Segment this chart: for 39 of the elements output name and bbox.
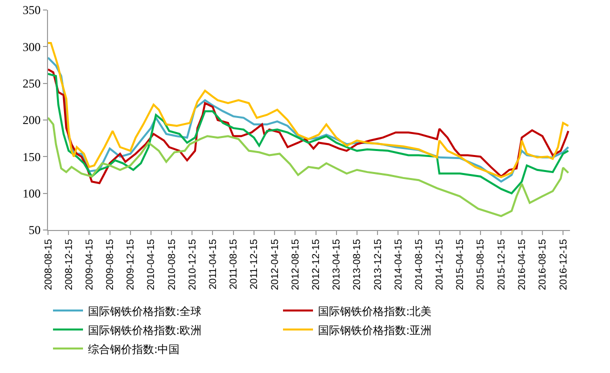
x-tick-label: 2012-08-15 xyxy=(290,238,302,290)
x-tick-label: 2016-12-15 xyxy=(558,238,570,290)
legend-label: 国际钢铁价格指数:欧洲 xyxy=(88,324,202,337)
x-tick-label: 2015-12-15 xyxy=(496,238,508,290)
x-tick-label: 2010-04-15 xyxy=(146,238,158,290)
x-tick-label: 2013-04-15 xyxy=(332,238,343,290)
y-tick-label: 100 xyxy=(22,186,41,201)
x-tick-label: 2008-12-15 xyxy=(64,238,75,290)
y-tick-label: 200 xyxy=(22,113,41,128)
x-tick-label: 2016-08-15 xyxy=(538,238,549,290)
x-tick-label: 2011-12-15 xyxy=(249,238,260,290)
y-tick-label: 300 xyxy=(22,40,41,54)
x-tick-label: 2011-04-15 xyxy=(208,238,219,290)
y-tick-label: 150 xyxy=(22,150,41,164)
line-series xyxy=(48,116,570,218)
legend-label: 综合钢价指数:中国 xyxy=(88,342,180,356)
x-tick-label: 2014-08-15 xyxy=(414,238,425,290)
x-tick-label: 2008-08-15 xyxy=(43,238,54,290)
x-tick-label: 2010-08-15 xyxy=(166,238,178,290)
x-tick-label: 2012-04-15 xyxy=(270,238,281,290)
y-tick-label: 50 xyxy=(28,223,41,238)
x-tick-label: 2014-04-15 xyxy=(393,238,404,290)
x-tick-label: 2012-12-15 xyxy=(311,238,322,290)
x-tick-label: 2010-12-15 xyxy=(187,238,198,290)
x-tick-label: 2009-08-15 xyxy=(105,238,116,290)
x-tick-label: 2014-12-15 xyxy=(434,238,446,290)
legend-label: 国际钢铁价格指数:北美 xyxy=(318,304,432,318)
x-tick-label: 2015-08-15 xyxy=(476,238,487,290)
y-tick-label: 350 xyxy=(22,3,41,18)
x-tick-label: 2009-04-15 xyxy=(84,238,96,290)
y-tick-label: 250 xyxy=(22,76,41,91)
x-tick-label: 2013-12-15 xyxy=(372,238,384,290)
legend-label: 国际钢铁价格指数:全球 xyxy=(88,304,202,318)
x-tick-label: 2013-08-15 xyxy=(352,238,364,290)
x-tick-label: 2015-04-15 xyxy=(455,238,466,290)
x-tick-label: 2016-04-15 xyxy=(517,238,528,290)
legend-label: 国际钢铁价格指数:亚洲 xyxy=(318,324,432,337)
x-tick-label: 2011-08-15 xyxy=(228,238,240,290)
x-tick-label: 2009-12-15 xyxy=(126,238,137,290)
